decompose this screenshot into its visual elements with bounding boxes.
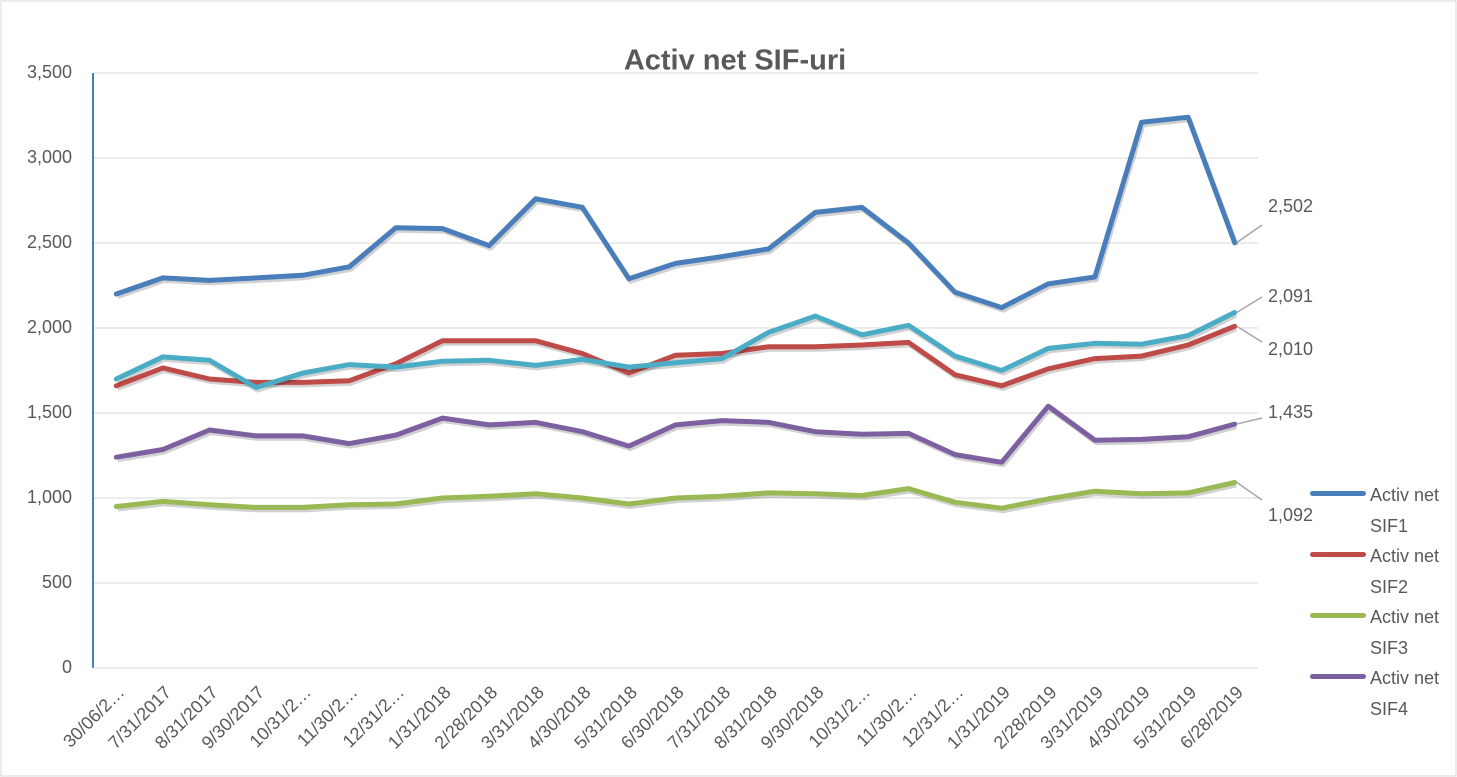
y-tick-label: 2,000 bbox=[27, 317, 72, 337]
y-tick-label: 500 bbox=[42, 572, 72, 592]
chart-title: Activ net SIF-uri bbox=[624, 45, 846, 77]
leader-line bbox=[1236, 296, 1263, 314]
leader-line bbox=[1236, 481, 1263, 501]
legend-swatch bbox=[1310, 552, 1366, 557]
series-shadow bbox=[117, 482, 1237, 514]
legend-label: Activ net SIF2 bbox=[1370, 546, 1440, 597]
legend-swatch bbox=[1310, 491, 1366, 496]
y-tick-label: 3,000 bbox=[27, 147, 72, 167]
legend-label: Activ net SIF1 bbox=[1370, 485, 1440, 536]
series-line bbox=[113, 323, 1238, 389]
y-tick-label: 1,000 bbox=[27, 487, 72, 507]
data-label: 2,502 bbox=[1268, 196, 1313, 216]
legend-swatch bbox=[1310, 613, 1366, 618]
data-label: 1,092 bbox=[1268, 505, 1313, 525]
leader-line bbox=[1236, 325, 1263, 343]
series-line bbox=[113, 310, 1238, 390]
series-shadow bbox=[116, 312, 1238, 393]
data-label: 1,435 bbox=[1268, 402, 1313, 422]
legend-label: Activ net SIF4 bbox=[1370, 668, 1440, 719]
series-line bbox=[113, 403, 1238, 465]
legend-swatch bbox=[1310, 674, 1366, 679]
data-label: 2,091 bbox=[1268, 286, 1313, 306]
series-shadow bbox=[116, 117, 1239, 313]
series-line bbox=[113, 479, 1238, 511]
y-tick-label: 3,500 bbox=[27, 62, 72, 82]
series-shadow bbox=[116, 326, 1238, 391]
y-tick-label: 1,500 bbox=[27, 402, 72, 422]
leader-line bbox=[1236, 224, 1263, 244]
y-tick-label: 0 bbox=[62, 657, 72, 677]
series-line bbox=[113, 114, 1238, 311]
leader-line bbox=[1236, 417, 1263, 425]
legend-label: Activ net SIF3 bbox=[1370, 607, 1440, 658]
y-tick-label: 2,500 bbox=[27, 232, 72, 252]
data-label: 2,010 bbox=[1268, 339, 1313, 359]
